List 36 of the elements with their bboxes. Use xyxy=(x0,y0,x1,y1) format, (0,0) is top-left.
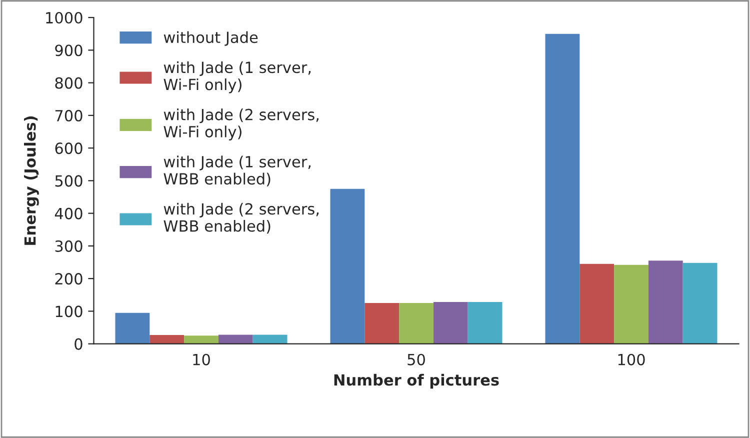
bar xyxy=(330,188,365,344)
bar xyxy=(150,335,184,344)
y-tick-label: 700 xyxy=(55,110,82,122)
bar xyxy=(218,334,253,344)
bar xyxy=(184,336,218,344)
y-tick-label: 400 xyxy=(54,208,82,220)
y-tick-label: 600 xyxy=(55,142,82,154)
legend-label: with Jade (2 servers, Wi-Fi only) xyxy=(164,108,318,140)
y-axis-title: Energy (Joules) xyxy=(24,116,39,245)
y-tick-label: 300 xyxy=(55,240,82,252)
legend-label: with Jade (2 servers, WBB enabled) xyxy=(164,202,318,234)
bar xyxy=(545,34,580,344)
bar xyxy=(648,260,683,344)
y-tick-label: 100 xyxy=(56,306,82,318)
bar xyxy=(115,312,150,344)
x-tick-label: 50 xyxy=(408,354,425,366)
bar xyxy=(252,334,288,344)
x-tick-label: 10 xyxy=(193,354,210,366)
bar xyxy=(580,264,614,344)
y-tick-label: 0 xyxy=(74,338,82,350)
legend-label: with Jade (1 server, WBB enabled) xyxy=(164,156,311,186)
x-tick-label: 100 xyxy=(618,354,645,366)
y-tick-label: 800 xyxy=(55,77,82,89)
legend-label: with Jade (1 server, Wi-Fi only) xyxy=(164,61,311,94)
y-tick-label: 200 xyxy=(55,273,82,285)
bar xyxy=(614,264,648,344)
y-tick-label: 900 xyxy=(55,44,82,56)
x-axis-title: Number of pictures xyxy=(334,374,499,389)
y-tick-label: 500 xyxy=(55,175,82,187)
bar xyxy=(468,302,502,344)
bar xyxy=(399,303,434,344)
bar xyxy=(682,262,718,344)
y-tick-label: 1000 xyxy=(46,12,82,24)
legend-label: without Jade xyxy=(164,31,258,46)
bar xyxy=(433,302,468,344)
bar xyxy=(364,303,400,344)
